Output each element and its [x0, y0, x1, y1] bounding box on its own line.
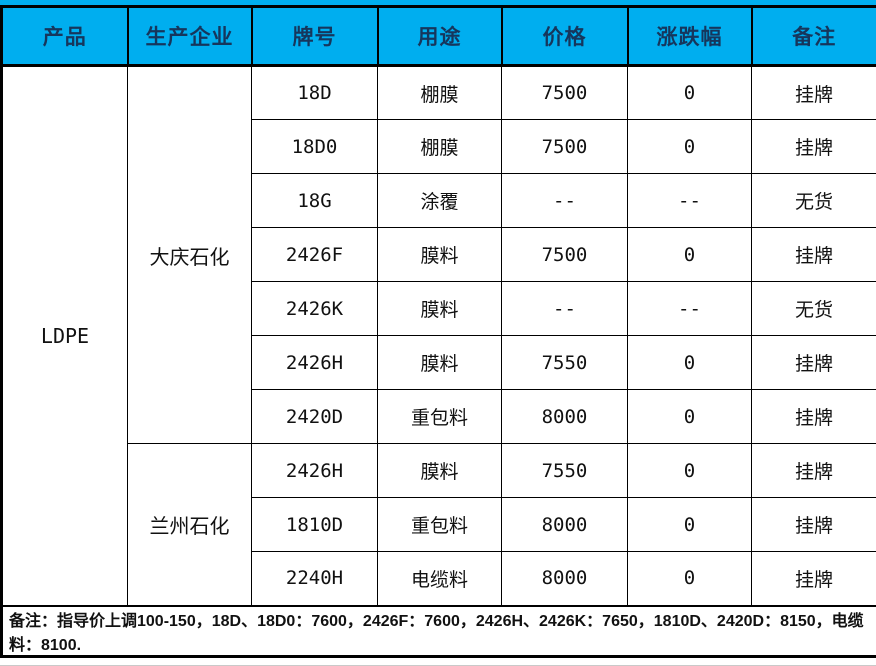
cell-remark: 挂牌 [751, 443, 876, 498]
cell-price: 7550 [501, 335, 628, 390]
cell-remark: 挂牌 [751, 65, 876, 120]
cell-change: -- [627, 173, 752, 228]
cell-grade: 18D0 [251, 119, 378, 174]
table-row: 2420D 重包料 8000 0 挂牌 [2, 389, 876, 444]
cell-use: 膜料 [377, 443, 502, 498]
cell-use: 电缆料 [377, 551, 502, 606]
cell-remark: 挂牌 [751, 119, 876, 174]
cell-change: -- [627, 281, 752, 336]
cell-use: 棚膜 [377, 65, 502, 120]
cell-remark: 挂牌 [751, 335, 876, 390]
price-table: 产品 生产企业 牌号 用途 价格 涨跌幅 备注 LDPE 大庆石化 18D 棚膜… [0, 5, 876, 658]
col-header-use: 用途 [376, 6, 503, 67]
cell-use: 膜料 [377, 335, 502, 390]
table-row: 兰州石化 2426H 膜料 7550 0 挂牌 [2, 443, 876, 606]
col-header-producer: 生产企业 [126, 6, 253, 67]
cell-remark: 挂牌 [751, 551, 876, 606]
cell-price: 7500 [501, 227, 628, 282]
cell-price: 7500 [501, 119, 628, 174]
cell-price: -- [501, 281, 628, 336]
cell-grade: 2240H [251, 551, 378, 606]
col-header-change: 涨跌幅 [626, 6, 753, 67]
cell-grade: 2426F [251, 227, 378, 282]
cell-price: 7550 [501, 443, 628, 498]
cell-remark: 无货 [751, 281, 876, 336]
cell-producer-lanzhou: 兰州石化 [127, 443, 252, 606]
cell-change: 0 [627, 335, 752, 390]
table-row: 2426K 膜料 -- -- 无货 [2, 281, 876, 336]
footnote-text: 备注：指导价上调100-150，18D、18D0：7600，2426F：7600… [1, 604, 876, 657]
cell-change: 0 [627, 443, 752, 498]
cell-change: 0 [627, 227, 752, 282]
cell-grade: 2426H [251, 335, 378, 390]
cell-price: 7500 [501, 65, 628, 120]
table-row: 1810D 重包料 8000 0 挂牌 [2, 497, 876, 552]
cell-grade: 2426H [251, 443, 378, 498]
table-row: 18G 涂覆 -- -- 无货 [2, 173, 876, 228]
cell-product: LDPE [1, 65, 128, 606]
cell-use: 棚膜 [377, 119, 502, 174]
cell-use: 膜料 [377, 281, 502, 336]
col-header-price: 价格 [500, 6, 629, 67]
col-header-grade: 牌号 [250, 6, 379, 67]
cell-change: 0 [627, 551, 752, 606]
cell-price: -- [501, 173, 628, 228]
cell-price: 8000 [501, 497, 628, 552]
cell-change: 0 [627, 119, 752, 174]
cell-grade: 2426K [251, 281, 378, 336]
table-row: 2426F 膜料 7500 0 挂牌 [2, 227, 876, 282]
table-row: 18D0 棚膜 7500 0 挂牌 [2, 119, 876, 174]
cell-change: 0 [627, 389, 752, 444]
cell-change: 0 [627, 497, 752, 552]
cell-grade: 1810D [251, 497, 378, 552]
cell-use: 重包料 [377, 389, 502, 444]
cell-change: 0 [627, 65, 752, 120]
cell-use: 涂覆 [377, 173, 502, 228]
cell-remark: 挂牌 [751, 497, 876, 552]
col-header-product: 产品 [0, 6, 129, 67]
col-header-remark: 备注 [750, 6, 876, 67]
cell-producer-daqing: 大庆石化 [127, 65, 252, 444]
cell-price: 8000 [501, 551, 628, 606]
cell-grade: 2420D [251, 389, 378, 444]
cell-use: 重包料 [377, 497, 502, 552]
cell-price: 8000 [501, 389, 628, 444]
table-row: LDPE 大庆石化 18D 棚膜 7500 0 挂牌 [1, 65, 876, 606]
bottom-divider-line [0, 664, 876, 666]
cell-remark: 挂牌 [751, 389, 876, 444]
cell-remark: 挂牌 [751, 227, 876, 282]
cell-use: 膜料 [377, 227, 502, 282]
header-row: 产品 生产企业 牌号 用途 价格 涨跌幅 备注 [0, 6, 876, 67]
cell-grade: 18D [251, 65, 378, 120]
top-cyan-strip [0, 0, 876, 5]
cell-grade: 18G [251, 173, 378, 228]
cell-remark: 无货 [751, 173, 876, 228]
footnote-row: 备注：指导价上调100-150，18D、18D0：7600，2426F：7600… [1, 604, 876, 657]
